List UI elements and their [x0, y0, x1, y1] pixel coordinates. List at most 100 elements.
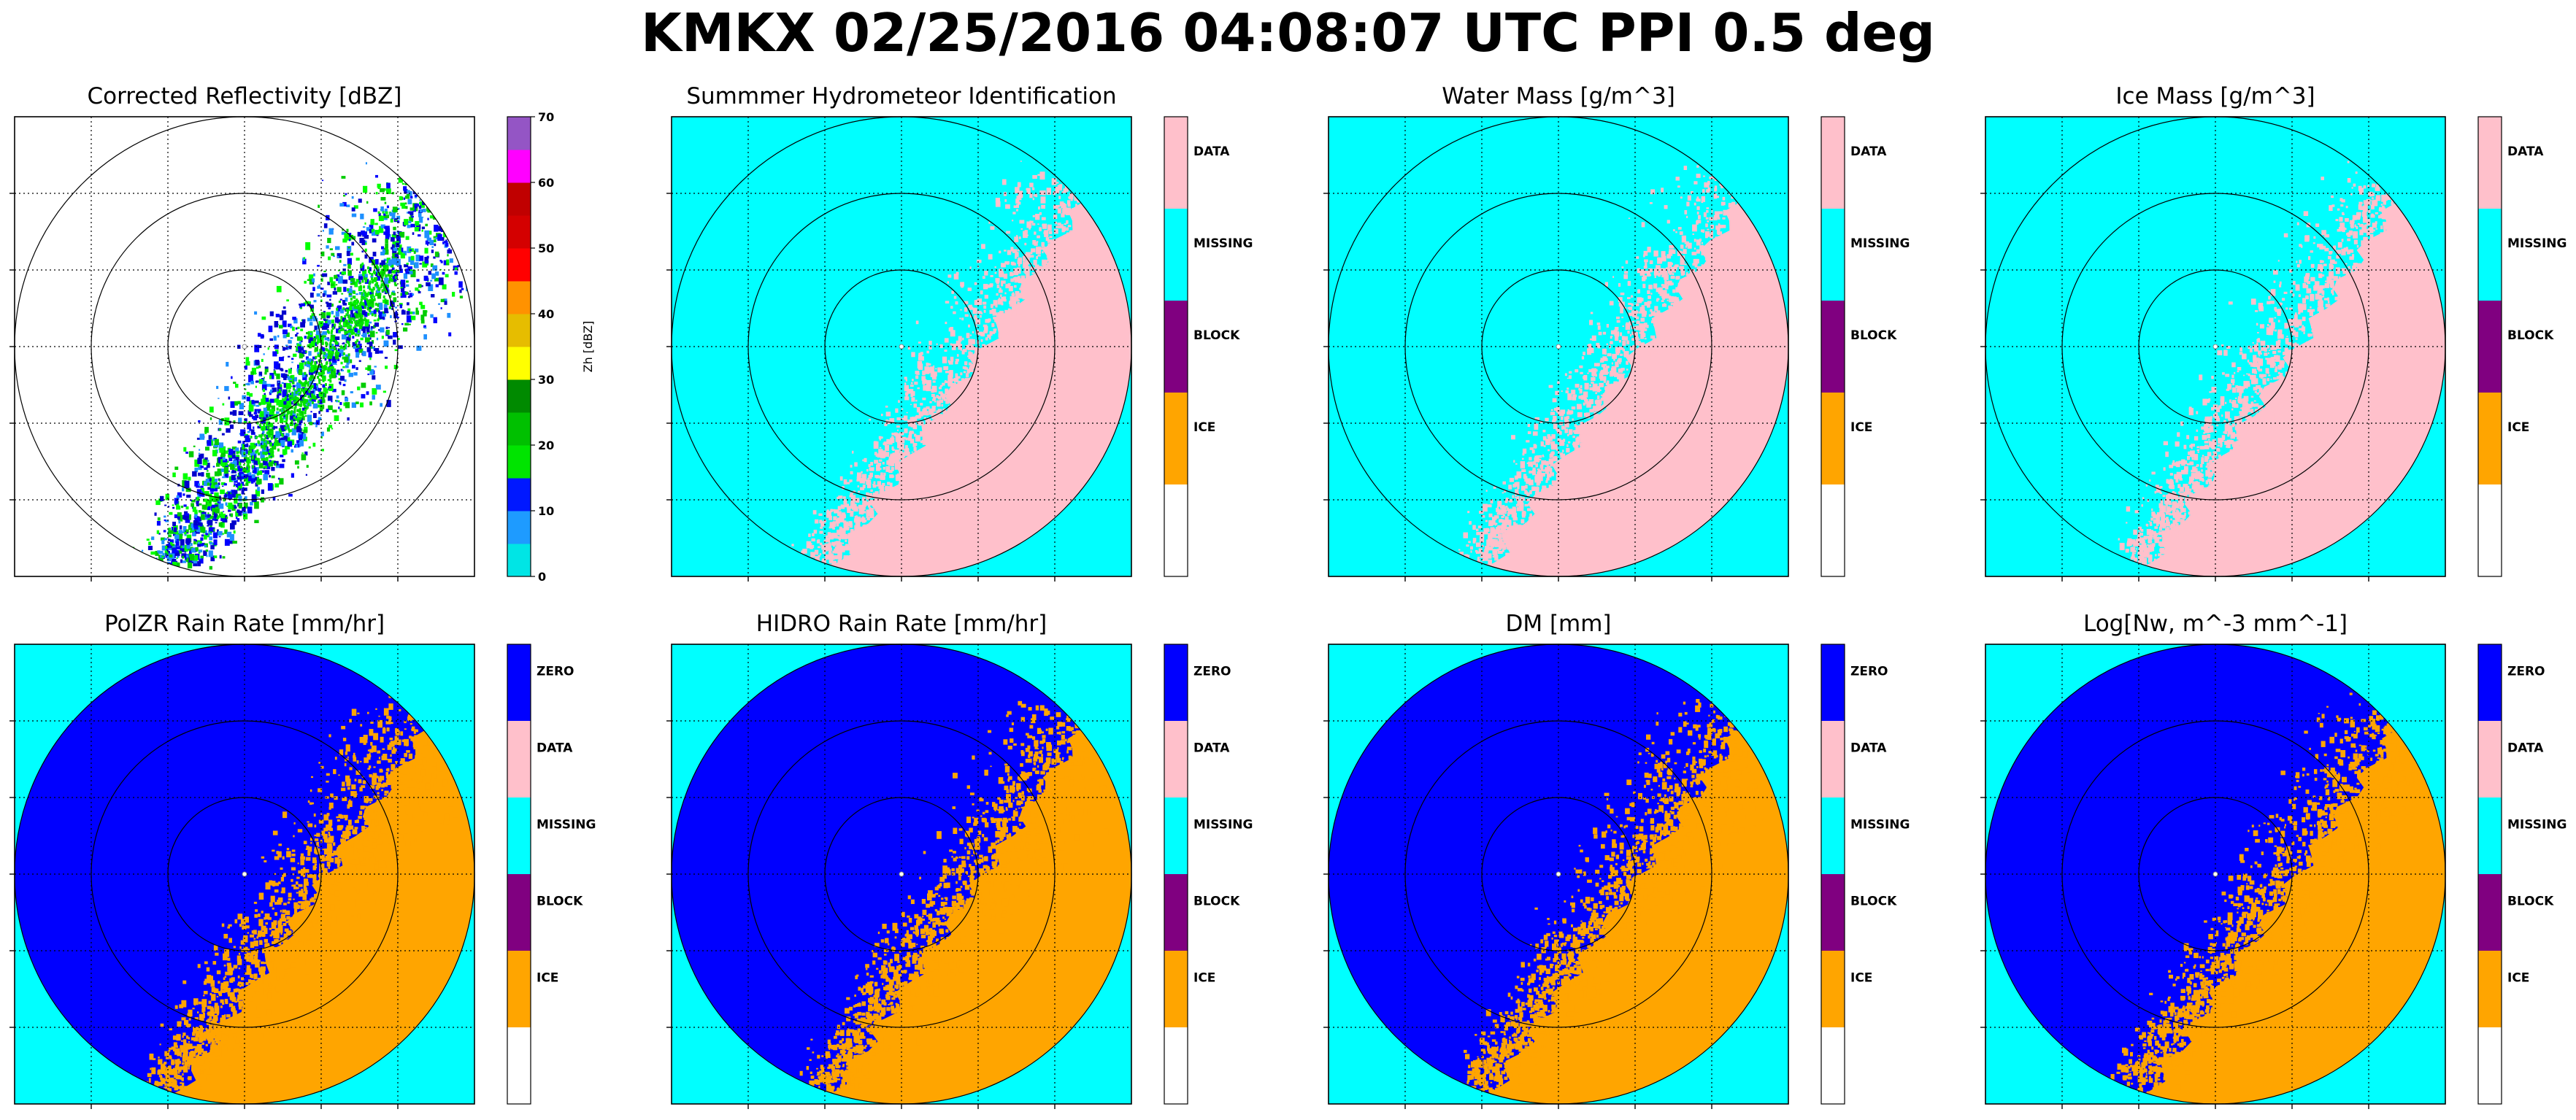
colorbar-category-label: ZERO [2507, 665, 2545, 679]
panel-title-7: Log[Nw, m^-3 mm^-1] [2083, 611, 2348, 637]
colorbar-category-label: ICE [1193, 971, 1215, 986]
radar-site-marker [899, 344, 904, 349]
colorbar-swatch [507, 511, 531, 544]
colorbar-swatch [1164, 301, 1188, 393]
colorbar-swatch [1164, 117, 1188, 209]
colorbar-tick-label: 20 [538, 439, 554, 452]
colorbar-tick-label: 0 [538, 570, 546, 584]
colorbar-swatch [507, 248, 531, 282]
colorbar-swatch [507, 379, 531, 413]
radar-ppi-plot-2 [1323, 116, 1789, 582]
colorbar-category-label: DATA [1193, 144, 1230, 159]
colorbar-swatch [507, 117, 531, 150]
colorbar-swatch [1821, 1027, 1845, 1105]
colorbar-0: 0 10 20 30 40 50 60 70 Zh [dBZ] [507, 110, 595, 584]
radar-ppi-plot-4 [9, 644, 475, 1109]
colorbar-swatch [507, 1027, 531, 1105]
colorbar-category-label: ZERO [1850, 665, 1888, 679]
colorbar-category-label: ZERO [537, 665, 574, 679]
colorbar-swatch [2478, 301, 2502, 393]
colorbar-tick-label: 40 [538, 307, 554, 321]
colorbar-tick-label: 50 [538, 242, 554, 255]
colorbar-swatch [1821, 301, 1845, 393]
radar-site-marker [2212, 344, 2218, 349]
colorbar-frame [507, 116, 531, 577]
colorbar-frame [1164, 644, 1188, 1105]
colorbar-swatch [507, 314, 531, 347]
colorbar-swatch [1821, 951, 1845, 1028]
range-ring-1 [91, 720, 399, 1028]
colorbar-category-label: BLOCK [1850, 895, 1897, 909]
plot-frame [1328, 644, 1789, 1105]
radar-site-marker [1556, 871, 1561, 877]
colorbar-swatch [1821, 721, 1845, 798]
colorbar-category-label: BLOCK [537, 895, 583, 909]
echo-core [236, 264, 397, 481]
colorbar-category-label: DATA [1850, 144, 1887, 159]
plot-frame [14, 644, 475, 1105]
colorbar-swatch [2478, 874, 2502, 951]
colorbar-swatch [507, 412, 531, 446]
colorbar-swatch [507, 644, 531, 722]
colorbar-category-label: BLOCK [2507, 328, 2554, 343]
colorbar-swatch [507, 544, 531, 577]
colorbar-swatch [1821, 874, 1845, 951]
colorbar-swatch [1164, 1027, 1188, 1105]
colorbar-swatch [1164, 393, 1188, 485]
colorbar-swatch [507, 874, 531, 951]
colorbar-swatch [1821, 484, 1845, 577]
radar-site-marker [2212, 871, 2218, 877]
colorbar-category-label: DATA [2507, 741, 2544, 756]
colorbar-swatch [1821, 797, 1845, 875]
colorbar-tick-label: 70 [538, 110, 554, 124]
colorbar-swatch [2478, 209, 2502, 301]
colorbar-tick-label: 10 [538, 504, 554, 518]
colorbar-6: ZERO DATA MISSING BLOCK ICE [1820, 644, 1910, 1105]
colorbar-category-label: MISSING [2507, 236, 2567, 251]
colorbar-category-label: MISSING [1193, 818, 1253, 833]
colorbar-frame [507, 644, 531, 1105]
colorbar-tick-label: 60 [538, 176, 554, 190]
colorbar-1: DATA MISSING BLOCK ICE [1164, 116, 1253, 577]
figure-title: KMKX 02/25/2016 04:08:07 UTC PPI 0.5 deg [641, 2, 1935, 63]
colorbar-category-label: BLOCK [1193, 328, 1240, 343]
colorbar-frame [1164, 116, 1188, 577]
colorbar-category-label: MISSING [2507, 818, 2567, 833]
colorbar-swatch [507, 445, 531, 479]
panel-title-6: DM [mm] [1505, 611, 1612, 637]
radar-site-marker [242, 871, 247, 877]
colorbar-swatch [507, 951, 531, 1028]
colorbar-swatch [1821, 117, 1845, 209]
plot-frame [671, 644, 1132, 1105]
colorbar-swatch [2478, 951, 2502, 1028]
colorbar-category-label: BLOCK [1193, 895, 1240, 909]
colorbar-frame [2477, 644, 2502, 1105]
plot-frame [14, 116, 475, 577]
colorbar-swatch [507, 347, 531, 380]
radar-site-marker [899, 871, 904, 877]
plot-frame [1328, 116, 1789, 577]
colorbar-category-label: DATA [1193, 741, 1230, 756]
colorbar-category-label: ICE [1850, 420, 1872, 435]
plot-frame [671, 116, 1132, 577]
colorbar-category-label: BLOCK [1850, 328, 1897, 343]
range-ring-1 [1404, 193, 1712, 501]
colorbar-swatch [2478, 117, 2502, 209]
colorbar-swatch [507, 182, 531, 216]
range-ring-1 [2061, 720, 2369, 1028]
colorbar-category-label: BLOCK [2507, 895, 2554, 909]
range-ring-1 [747, 720, 1056, 1028]
plot-frame [1985, 116, 2446, 577]
panel-title-0: Corrected Reflectivity [dBZ] [87, 83, 402, 109]
colorbar-frame [2477, 116, 2502, 577]
panel-title-1: Summmer Hydrometeor Identification [686, 83, 1117, 109]
colorbar-swatch [1821, 209, 1845, 301]
colorbar-2: DATA MISSING BLOCK ICE [1820, 116, 1910, 577]
colorbar-swatch [2478, 721, 2502, 798]
colorbar-5: ZERO DATA MISSING BLOCK ICE [1164, 644, 1253, 1105]
echo-field [153, 699, 474, 1104]
colorbar-swatch [1164, 951, 1188, 1028]
colorbar-category-label: MISSING [1850, 818, 1910, 833]
colorbar-frame [1820, 116, 1845, 577]
range-ring-1 [2061, 193, 2369, 501]
